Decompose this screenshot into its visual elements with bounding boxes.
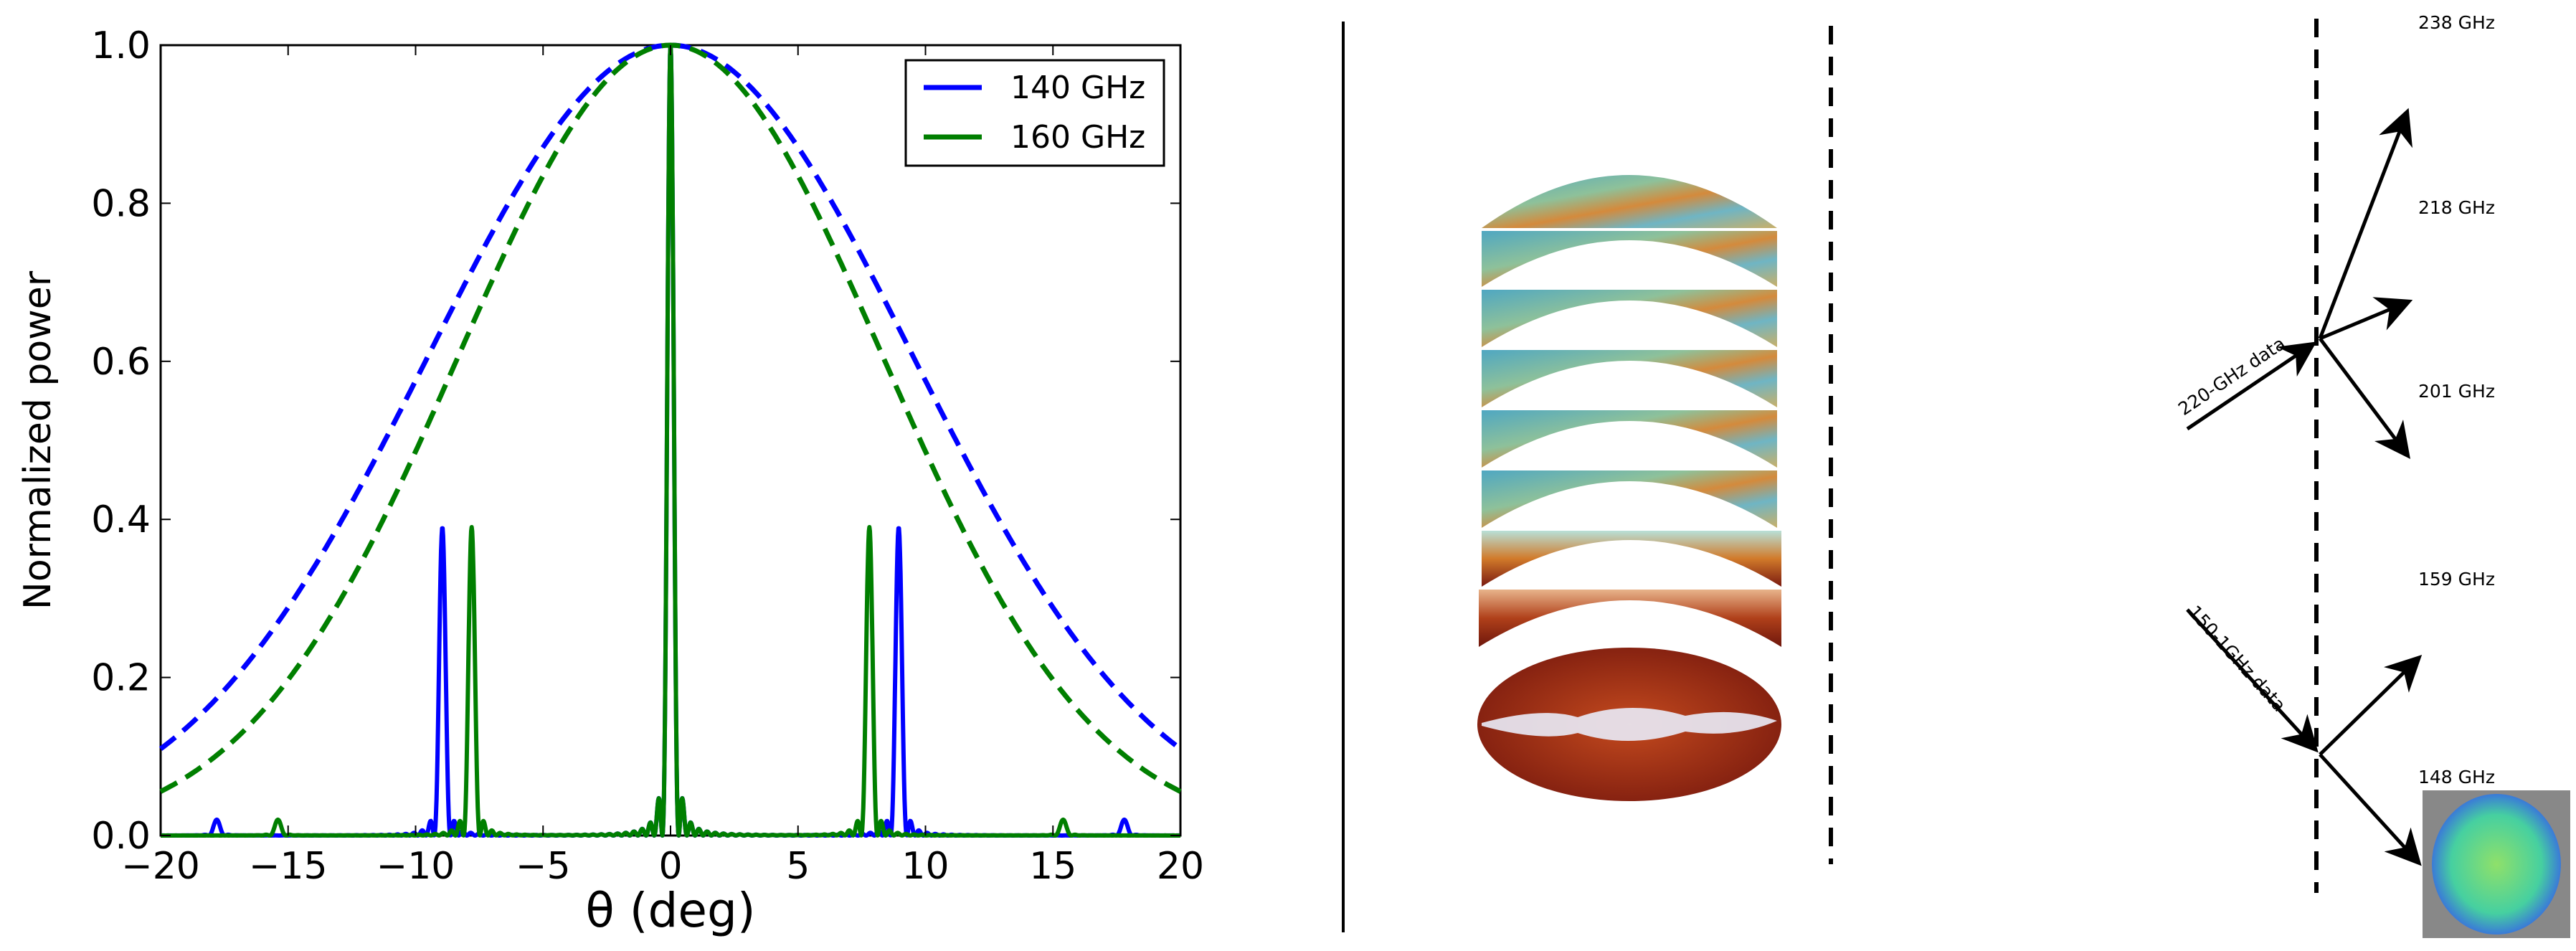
- x-tick-label: 10: [901, 845, 949, 888]
- sky-map-7: [1482, 531, 1781, 587]
- series-0-peak: [216, 818, 218, 820]
- lower-splitter: 150-1GHz data 159 GHz 148 GHz: [2184, 569, 2570, 938]
- x-tick-label: 20: [1157, 845, 1204, 888]
- x-tick-label: −5: [516, 845, 571, 888]
- upper-input-arrow: [2186, 341, 2317, 431]
- x-tick-label: 15: [1029, 845, 1076, 888]
- series-1-peak: [470, 526, 473, 529]
- y-tick-label: 1.0: [91, 24, 151, 67]
- legend-label-160: 160 GHz: [1010, 119, 1145, 156]
- sky-map-stack: [1477, 175, 1781, 801]
- series-0-peak: [898, 526, 900, 529]
- series-0-peak: [1123, 818, 1125, 820]
- axis-ticks: [160, 44, 1181, 836]
- sky-map-3: [1482, 290, 1777, 347]
- legend: 140 GHz 160 GHz: [904, 59, 1165, 167]
- y-tick-label: 0.4: [91, 498, 151, 541]
- upper-input-label: 220-GHz data: [2174, 333, 2289, 420]
- arrow-148: [2319, 753, 2422, 866]
- arrow-218: [2319, 297, 2413, 341]
- sky-map-5: [1482, 410, 1777, 468]
- x-tick-label: −10: [377, 845, 455, 888]
- series-0-peak: [441, 526, 443, 529]
- y-tick-label: 0.8: [91, 182, 151, 225]
- arrow-238: [2318, 108, 2412, 339]
- label-148: 148 GHz: [2418, 767, 2495, 787]
- upper-splitter: 220-GHz data 238 GHz 218 GHz 201 GHz: [2174, 12, 2495, 459]
- arrow-201: [2319, 337, 2410, 459]
- sky-map-4: [1482, 350, 1777, 407]
- x-tick-label: −15: [249, 845, 328, 888]
- y-tick-label: 0.6: [91, 341, 151, 384]
- y-tick-label: 0.2: [91, 657, 151, 700]
- x-axis-label: θ (deg): [585, 883, 755, 938]
- x-tick-label: −20: [121, 845, 200, 888]
- sky-map-6: [1482, 470, 1777, 528]
- lower-input-arrow: [2186, 608, 2319, 753]
- sky-map-2: [1482, 231, 1777, 287]
- patch-map: [2432, 794, 2561, 935]
- series-envelope-0: [158, 42, 1183, 751]
- label-201: 201 GHz: [2418, 381, 2495, 402]
- label-238: 238 GHz: [2418, 12, 2495, 33]
- plot-area: −20 −15 −10 −5 0 5 10 15 20 0.0 0.2 0.4 0.6 0.8 1.0 θ …: [16, 24, 1204, 938]
- legend-box: [904, 59, 1165, 167]
- series-1-peak: [868, 526, 871, 529]
- x-tick-label: 0: [658, 845, 682, 888]
- axis-tick-labels: −20 −15 −10 −5 0 5 10 15 20 0.0 0.2 0.4 0.6 0.8 1.0: [91, 24, 1204, 888]
- series-1-peak: [1062, 818, 1064, 820]
- series-1-peak: [277, 818, 279, 820]
- x-tick-label: 5: [786, 845, 810, 888]
- galactic-plane: [1482, 707, 1777, 742]
- sky-map-1: [1482, 175, 1777, 228]
- label-218: 218 GHz: [2418, 197, 2495, 218]
- sky-map-8: [1479, 590, 1781, 647]
- y-tick-label: 0.0: [91, 815, 151, 858]
- arrow-159: [2319, 655, 2423, 756]
- y-axis-label: Normalized power: [16, 270, 60, 610]
- legend-label-140: 140 GHz: [1010, 70, 1145, 106]
- label-159: 159 GHz: [2418, 569, 2495, 590]
- lower-input-label: 150-1GHz data: [2184, 602, 2290, 716]
